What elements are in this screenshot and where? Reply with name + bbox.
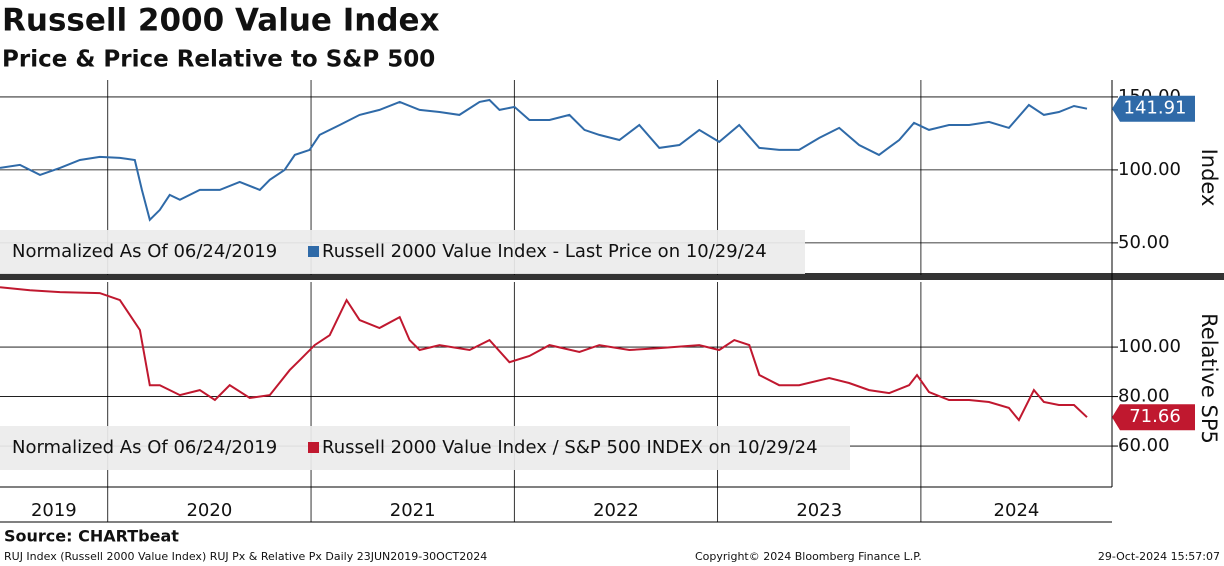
x-tick-label: 2023 bbox=[796, 500, 842, 521]
legend-box bbox=[0, 426, 850, 470]
legend-label: Russell 2000 Value Index / S&P 500 INDEX… bbox=[322, 437, 818, 458]
x-tick-label: 2021 bbox=[390, 500, 436, 521]
series-line bbox=[0, 286, 1088, 422]
y-tick-label: 100.00 bbox=[1118, 159, 1181, 180]
legend-note: Normalized As Of 06/24/2019 bbox=[12, 437, 277, 458]
legend-note: Normalized As Of 06/24/2019 bbox=[12, 241, 277, 262]
chart-title: Russell 2000 Value Index bbox=[2, 3, 440, 39]
legend-swatch bbox=[308, 442, 319, 453]
y-tick-label: 60.00 bbox=[1118, 435, 1170, 456]
x-tick-label: 2022 bbox=[593, 500, 639, 521]
x-tick-label: 2019 bbox=[31, 500, 77, 521]
legend-swatch bbox=[308, 246, 319, 257]
x-tick-label: 2020 bbox=[186, 500, 232, 521]
panel-separator bbox=[0, 273, 1224, 280]
footer-copyright: Copyright© 2024 Bloomberg Finance L.P. bbox=[695, 550, 922, 563]
y-axis-label: Index bbox=[1197, 149, 1221, 207]
y-tick-label: 80.00 bbox=[1118, 386, 1170, 407]
series-line bbox=[0, 98, 1088, 222]
y-axis-label: Relative SP5 bbox=[1197, 313, 1221, 444]
last-value-label: 71.66 bbox=[1129, 406, 1181, 427]
legend-label: Russell 2000 Value Index - Last Price on… bbox=[322, 241, 767, 262]
footer-timestamp: 29-Oct-2024 15:57:07 bbox=[1098, 550, 1220, 563]
chart-subtitle: Price & Price Relative to S&P 500 bbox=[2, 47, 435, 73]
y-tick-label: 100.00 bbox=[1118, 336, 1181, 357]
last-value-badge bbox=[1112, 404, 1195, 431]
last-value-badge bbox=[1112, 95, 1195, 122]
source: Source: CHARTbeat bbox=[4, 527, 179, 546]
y-tick-label: 50.00 bbox=[1118, 232, 1170, 253]
legend-box bbox=[0, 230, 805, 274]
x-tick-label: 2024 bbox=[994, 500, 1040, 521]
last-value-label: 141.91 bbox=[1124, 98, 1187, 119]
footer-description: RUJ Index (Russell 2000 Value Index) RUJ… bbox=[4, 550, 487, 563]
